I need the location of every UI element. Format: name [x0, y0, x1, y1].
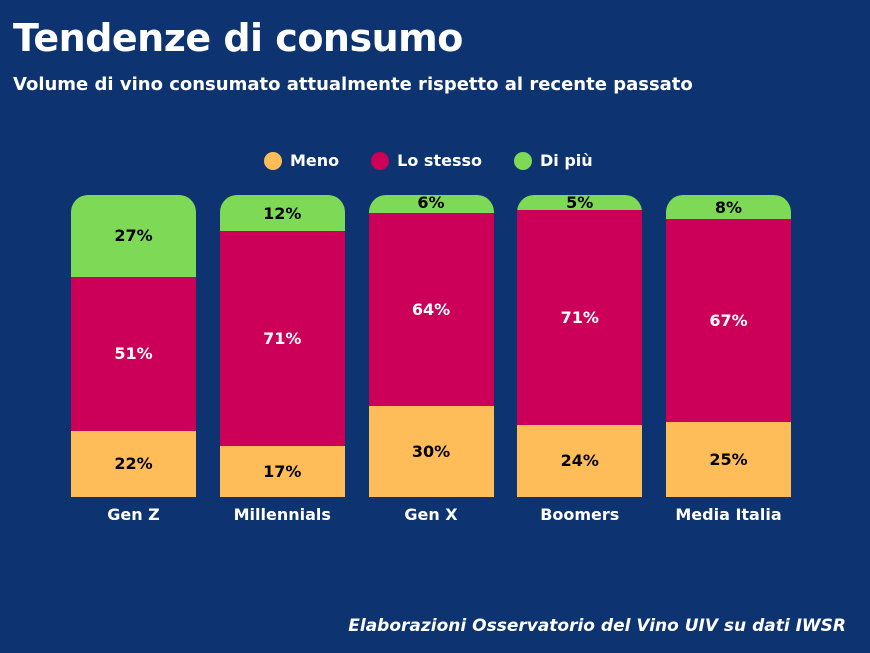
bar-segment: 64% [368, 213, 494, 407]
bar-media-italia: 25% 67% 8% [666, 195, 791, 497]
legend-item: Lo stesso [371, 151, 482, 170]
bar-segment: 25% [666, 421, 791, 497]
chart-title: Tendenze di consumo [13, 16, 463, 60]
legend-item: Meno [264, 151, 339, 170]
legend-label: Lo stesso [397, 151, 482, 170]
data-label: 71% [560, 307, 599, 327]
bar-segment: 12% [219, 195, 345, 232]
data-label: 12% [263, 203, 302, 223]
legend-label: Di più [539, 151, 593, 170]
bar-gen-x: 30% 64% 6% [368, 195, 494, 497]
legend: Meno Lo stesso Di più [264, 151, 593, 170]
bar-segment: 17% [219, 445, 345, 497]
bar-segment: 27% [71, 195, 196, 277]
data-label: 67% [709, 310, 748, 330]
bar-segment: 22% [71, 430, 196, 497]
data-label: 24% [560, 451, 599, 471]
bar-segment: 71% [219, 231, 345, 446]
bar-gen-z: 22% 51% 27% [71, 195, 196, 497]
category-label: Media Italia [675, 505, 782, 524]
data-label: 64% [411, 300, 451, 320]
bar-segment: 24% [517, 424, 643, 497]
legend-label: Meno [290, 151, 340, 170]
chart-subtitle: Volume di vino consumato attualmente ris… [13, 74, 693, 95]
bar-segment: 67% [666, 219, 791, 422]
bar-millennials: 17% 71% 12% [219, 195, 345, 497]
bar-segment: 5% [517, 195, 643, 213]
category-label: Gen X [404, 505, 458, 524]
data-label: 17% [263, 461, 302, 481]
data-label: 22% [114, 454, 153, 474]
bar-boomers: 24% 71% 5% [517, 195, 643, 497]
category-label: Boomers [540, 505, 620, 524]
data-label: 5% [566, 195, 594, 213]
bar-segment: 51% [71, 276, 196, 431]
bar-segment: 8% [666, 195, 791, 220]
legend-swatch [371, 151, 390, 170]
bar-segment: 71% [517, 210, 643, 425]
data-label: 27% [114, 226, 153, 246]
data-label: 6% [417, 195, 445, 213]
data-label: 30% [411, 442, 451, 462]
data-label: 8% [714, 197, 743, 217]
data-label: 71% [263, 328, 302, 348]
data-label: 51% [114, 344, 153, 364]
category-label: Millennials [233, 505, 331, 524]
bar-segment: 30% [368, 406, 494, 497]
bar-segment: 6% [368, 195, 494, 214]
source-note: Elaborazioni Osservatorio del Vino UIV s… [348, 616, 846, 636]
legend-item: Di più [513, 151, 593, 170]
category-label: Gen Z [107, 505, 160, 524]
legend-swatch [264, 151, 282, 170]
legend-swatch [513, 151, 532, 170]
data-label: 25% [709, 449, 748, 469]
